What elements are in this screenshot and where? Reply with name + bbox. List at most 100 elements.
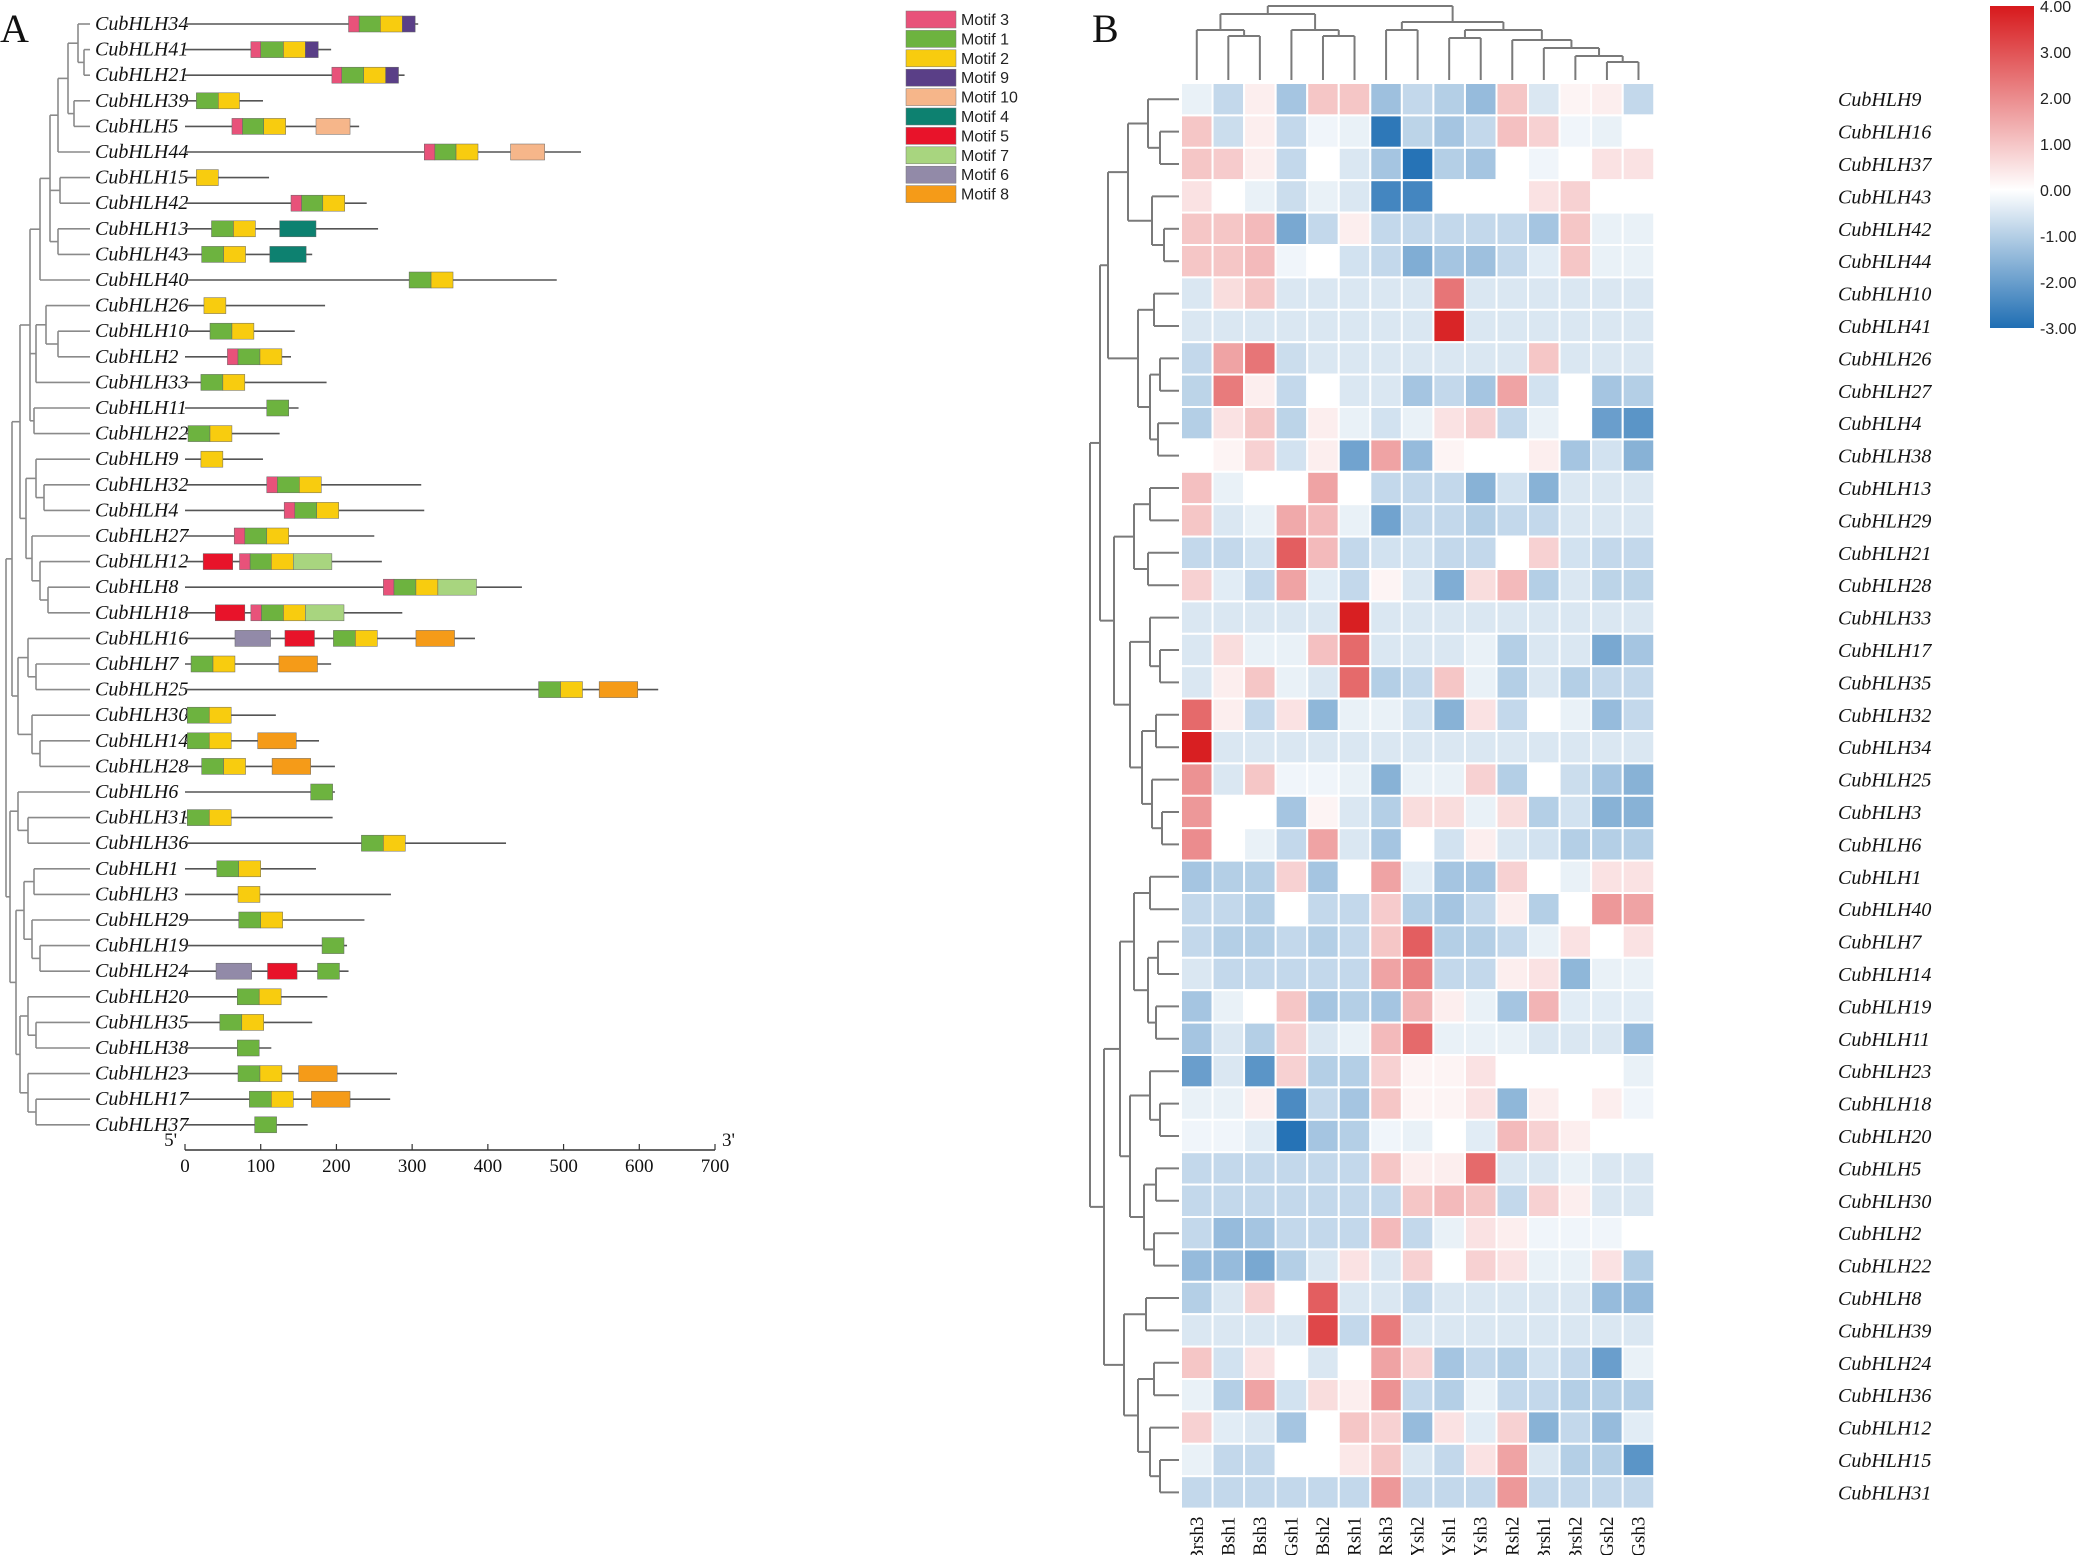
heatmap-cell <box>1274 244 1309 279</box>
row-label: CubHLH28 <box>1838 575 1931 597</box>
heatmap-cell <box>1621 438 1656 473</box>
heatmap-cell <box>1463 82 1498 117</box>
heatmap-cell <box>1337 308 1372 344</box>
heatmap-cell <box>1337 438 1372 473</box>
gene-label: CubHLH42 <box>95 192 188 214</box>
color-scale-bar <box>1990 6 2034 328</box>
motif-box <box>261 604 284 622</box>
motif-box <box>249 553 272 570</box>
heatmap-cell <box>1558 1313 1593 1348</box>
motif-box <box>283 41 306 58</box>
heatmap-cell <box>1590 114 1624 149</box>
gene-structures: CubHLH34 CubHLH41 CubHLH21 CubHLH39 CubHLH5 C… <box>95 13 659 1136</box>
motif-box <box>266 476 278 494</box>
heatmap-cell <box>1495 146 1530 182</box>
motif-box <box>241 1014 264 1031</box>
gene-label: CubHLH12 <box>95 551 188 573</box>
row-label: CubHLH18 <box>1838 1094 1931 1116</box>
heatmap-cell <box>1558 697 1593 732</box>
heatmap-cell <box>1306 1248 1340 1283</box>
heatmap-cell <box>1527 924 1561 959</box>
heatmap-cell <box>1369 632 1403 668</box>
motif-box <box>361 834 384 852</box>
heatmap-cell <box>1463 1378 1498 1413</box>
heatmap-cell <box>1306 1118 1340 1154</box>
heatmap-cell <box>1621 1118 1656 1154</box>
heatmap-cell <box>1180 373 1214 409</box>
heatmap-cell <box>1495 956 1530 992</box>
heatmap-cell <box>1621 308 1656 344</box>
heatmap-cell <box>1558 859 1593 894</box>
heatmap-cell <box>1180 1216 1214 1251</box>
heatmap-cell <box>1274 1410 1309 1445</box>
heatmap-cell <box>1590 535 1624 570</box>
heatmap-cell <box>1211 1216 1246 1251</box>
heatmap-cell <box>1243 794 1277 830</box>
heatmap-cell <box>1463 535 1498 570</box>
heatmap-cell <box>1274 568 1309 603</box>
heatmap-cell <box>1243 179 1277 214</box>
heatmap-cell <box>1463 1216 1498 1251</box>
heatmap-cell <box>1400 146 1435 182</box>
heatmap-cell <box>1211 762 1246 797</box>
heatmap-cell <box>1180 308 1214 344</box>
heatmap-cell <box>1400 211 1435 247</box>
heatmap-cell <box>1400 859 1435 894</box>
heatmap-cell <box>1180 1248 1214 1283</box>
heatmap-cell <box>1369 82 1403 117</box>
motif-box <box>233 220 256 238</box>
axis-end-label: 3' <box>722 1130 735 1151</box>
heatmap-cell <box>1180 1378 1214 1413</box>
heatmap-cell <box>1243 406 1277 441</box>
legend-swatch <box>905 88 957 106</box>
heatmap-cell <box>1621 924 1656 959</box>
heatmap-cell <box>1463 1183 1498 1218</box>
motif-box <box>283 604 306 622</box>
heatmap-cell <box>1527 665 1561 700</box>
heatmap-cell <box>1274 1183 1309 1218</box>
color-scale-tick: 0.00 <box>2040 183 2071 200</box>
gene-label: CubHLH7 <box>95 653 179 675</box>
row-label: CubHLH24 <box>1838 1353 1931 1375</box>
row-label: CubHLH38 <box>1838 446 1931 468</box>
motif-box <box>200 450 224 468</box>
heatmap-cell <box>1369 438 1403 473</box>
row-label: CubHLH4 <box>1838 413 1921 435</box>
motif-box <box>233 527 246 545</box>
heatmap-cell <box>1369 794 1403 830</box>
heatmap-cell <box>1590 1248 1624 1283</box>
heatmap-cell <box>1527 859 1561 894</box>
heatmap-cell <box>1306 308 1340 344</box>
motif-box <box>278 655 318 673</box>
heatmap-cell <box>1369 503 1403 538</box>
gene-label: CubHLH8 <box>95 576 178 598</box>
heatmap-cell <box>1337 989 1372 1024</box>
row-dendrogram <box>1089 98 1179 1494</box>
heatmap-cell <box>1432 1313 1466 1348</box>
motif-box <box>363 66 386 84</box>
heatmap-cell <box>1400 438 1435 473</box>
heatmap-cell <box>1400 827 1435 862</box>
heatmap-cell <box>1400 82 1435 117</box>
heatmap-cell <box>1590 373 1624 409</box>
heatmap-cell <box>1432 114 1466 149</box>
column-label: Gsh2 <box>1597 1517 1618 1555</box>
heatmap-cell <box>1558 406 1593 441</box>
heatmap-cell <box>1369 308 1403 344</box>
heatmap-cell <box>1337 1410 1372 1445</box>
heatmap-cell <box>1400 568 1435 603</box>
heatmap-cell <box>1463 341 1498 376</box>
motif-box <box>348 15 360 33</box>
heatmap-cell <box>1495 1021 1530 1056</box>
heatmap-cell <box>1400 1086 1435 1121</box>
heatmap-cell <box>1590 341 1624 376</box>
heatmap-cell <box>1432 1442 1466 1478</box>
heatmap-cell <box>1337 730 1372 765</box>
heatmap-cell <box>1211 244 1246 279</box>
heatmap-cell <box>1243 859 1277 894</box>
heatmap-cell <box>1306 1313 1340 1348</box>
gene-label: CubHLH14 <box>95 730 188 752</box>
heatmap-cell <box>1590 211 1624 247</box>
heatmap-cell <box>1463 1151 1498 1186</box>
heatmap-cell <box>1432 665 1466 700</box>
